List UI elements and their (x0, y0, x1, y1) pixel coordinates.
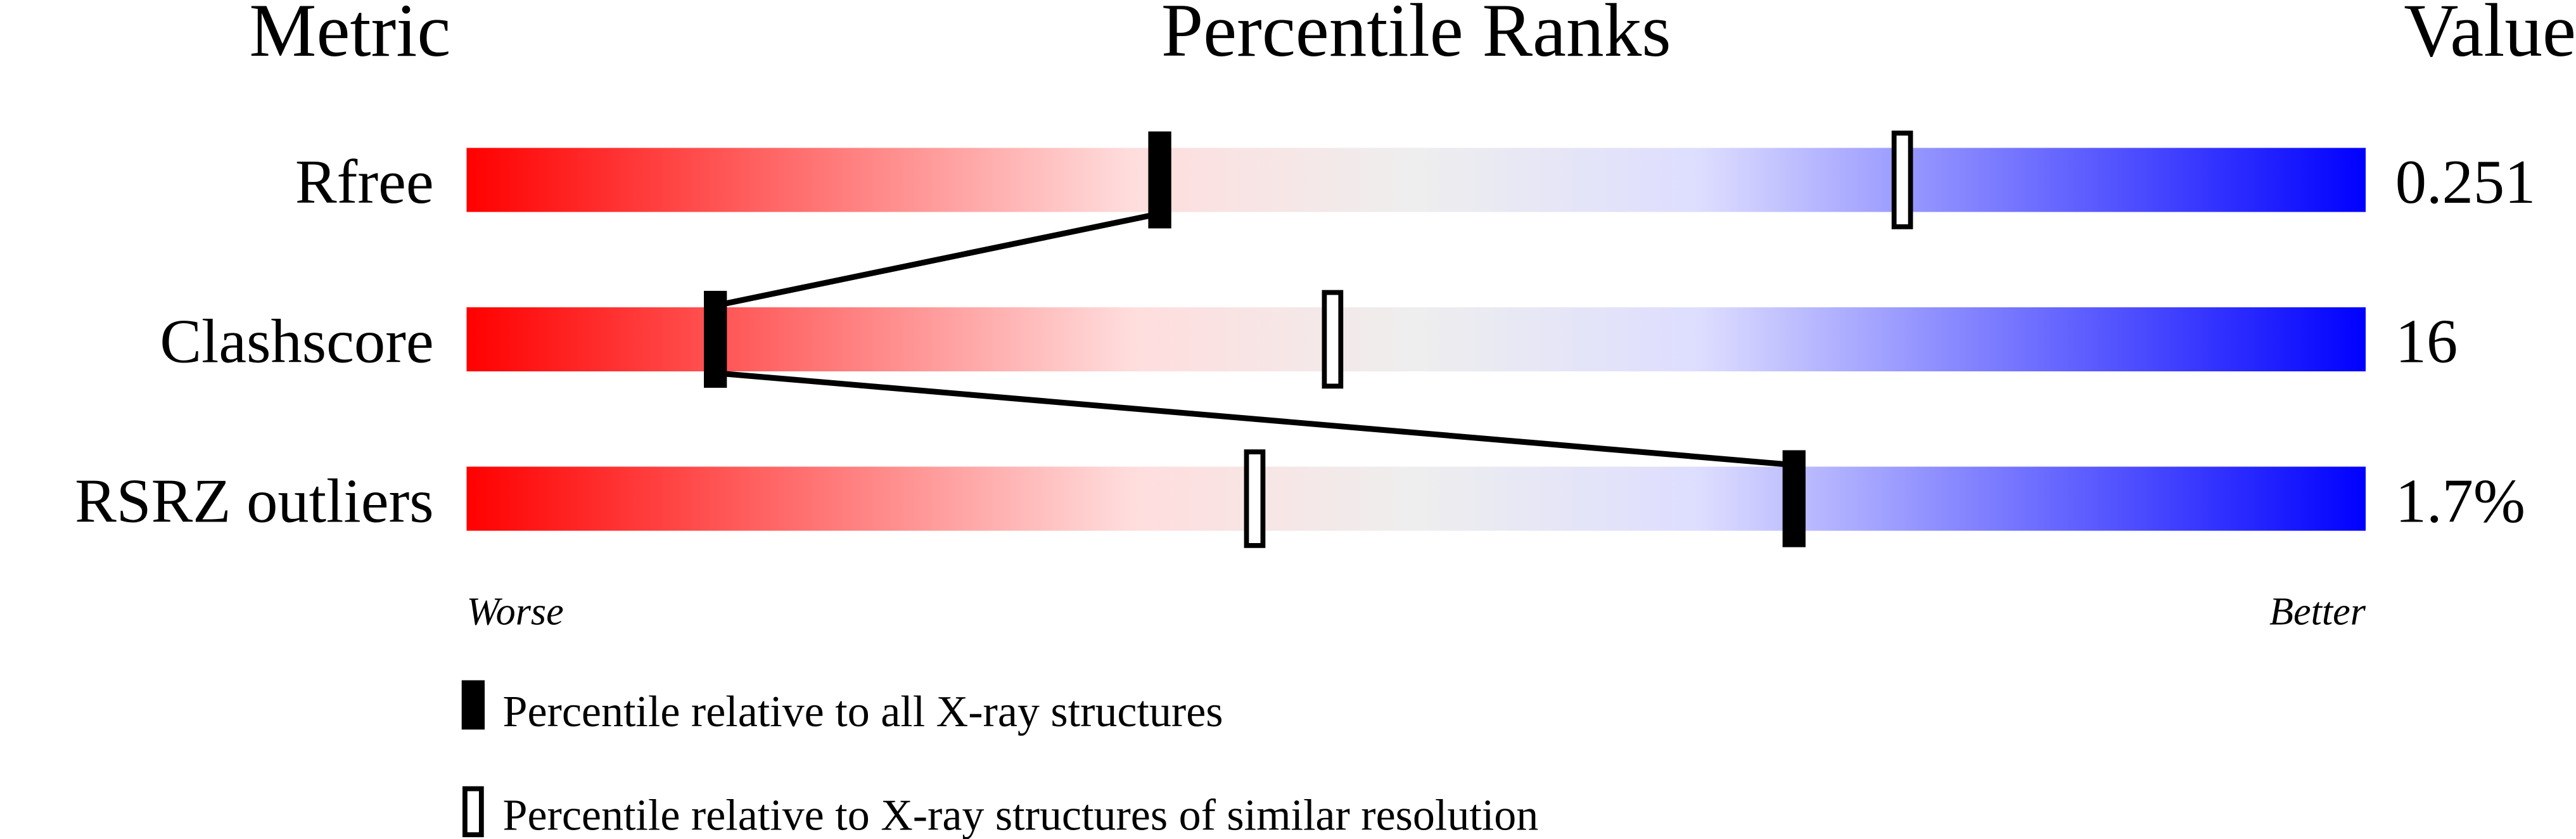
axis-label-worse: Worse (466, 590, 563, 633)
metric-value: 0.251 (2395, 148, 2536, 217)
legend-similar: Percentile relative to X-ray structures … (503, 791, 1539, 839)
marker-all-structures (1782, 450, 1806, 548)
metric-label: Rfree (295, 148, 434, 217)
legend-open-marker (462, 786, 484, 838)
connector-line (715, 210, 1161, 309)
legend-filled-marker (461, 680, 485, 730)
metric-value: 1.7% (2395, 466, 2525, 535)
header-metric: Metric (249, 0, 450, 72)
marker-similar-resolution (1322, 290, 1344, 389)
header-percentile-ranks: Percentile Ranks (1161, 0, 1671, 72)
metric-value: 16 (2395, 307, 2458, 376)
legend-all: Percentile relative to all X-ray structu… (503, 688, 1223, 736)
marker-similar-resolution (1891, 131, 1913, 229)
connector-line (715, 370, 1795, 468)
axis-label-better: Better (2269, 590, 2366, 633)
percentile-bar (466, 466, 2366, 531)
marker-all-structures (1148, 131, 1171, 229)
metric-label: RSRZ outliers (75, 466, 434, 535)
marker-all-structures (704, 290, 727, 388)
percentile-bar (466, 307, 2366, 372)
marker-similar-resolution (1244, 449, 1266, 548)
percentile-bar (466, 148, 2366, 212)
metric-label: Clashscore (160, 307, 433, 376)
header-value: Value (2404, 0, 2576, 72)
